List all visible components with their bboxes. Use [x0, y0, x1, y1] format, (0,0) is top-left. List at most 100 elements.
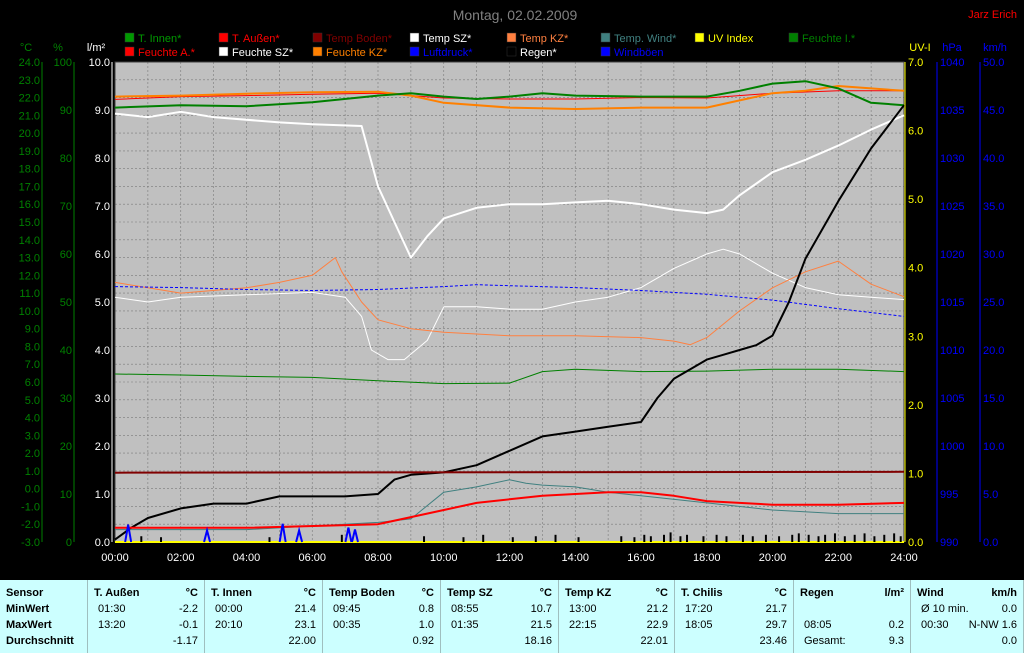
x-tick-label: 00:00	[101, 552, 129, 564]
stats-max-time: 13:20	[98, 619, 126, 631]
series-line	[114, 85, 905, 110]
x-tick-label: 22:00	[824, 552, 852, 564]
legend-label: Temp KZ*	[520, 33, 569, 45]
axis-tick-rain: 5.0	[95, 297, 110, 309]
axis-tick-pressure: 1000	[940, 441, 964, 453]
stats-min-time: Ø 10 min.	[921, 603, 969, 615]
axis-tick-temp: 23.0	[19, 75, 40, 87]
legend-swatch	[218, 46, 229, 57]
stats-row-labels: Sensor MinWert MaxWert Durchschnitt	[0, 580, 88, 653]
axis-tick-humidity: 50	[60, 297, 72, 309]
axis-tick-wind: 30.0	[983, 249, 1004, 261]
axis-tick-temp: 18.0	[19, 164, 40, 176]
stats-max-value: 29.7	[765, 619, 787, 631]
legend-swatch	[409, 32, 420, 43]
stats-max-row: 00:30 N-NW 1.6	[911, 619, 1023, 634]
axis-tick-temp: -3.0	[21, 537, 40, 549]
axis-tick-wind: 50.0	[983, 57, 1004, 69]
stats-column: Regen l/m² 08:05 0.2 Gesamt: 9.3	[794, 580, 911, 653]
axis-tick-wind: 40.0	[983, 153, 1004, 165]
stats-avg-time: Gesamt:	[804, 635, 846, 647]
legend-label: Luftdruck*	[423, 47, 473, 59]
stats-max-value: -0.1	[179, 619, 198, 631]
series-line	[114, 470, 905, 474]
wind-gust	[203, 526, 212, 543]
axis-tick-humidity: 10	[60, 489, 72, 501]
axis-tick-wind: 20.0	[983, 345, 1004, 357]
legend-label: Temp. Wind*	[614, 33, 677, 45]
stats-max-row: 00:35 1.0	[323, 619, 440, 634]
series-line	[114, 257, 905, 346]
axis-unit-uv: UV-I	[909, 42, 930, 54]
axis-tick-temp: 20.0	[19, 128, 40, 140]
axis-tick-temp: 22.0	[19, 93, 40, 105]
axis-tick-uv: 1.0	[908, 468, 923, 480]
legend-swatch	[506, 46, 517, 57]
axis-tick-pressure: 995	[940, 489, 958, 501]
x-tick-label: 02:00	[167, 552, 195, 564]
stats-min-value: 21.7	[765, 603, 787, 615]
x-tick-label: 04:00	[233, 552, 261, 564]
x-tick-label: 12:00	[496, 552, 524, 564]
stats-max-row: 18:05 29.7	[675, 619, 793, 634]
row-label-min: MinWert	[6, 603, 50, 615]
stats-max-value: 21.5	[530, 619, 552, 631]
stats-min-time: 08:55	[451, 603, 479, 615]
stats-max-value: 22.9	[646, 619, 668, 631]
legend-swatch	[600, 32, 611, 43]
stats-avg-value: 22.00	[288, 635, 316, 647]
axis-tick-uv: 0.0	[908, 537, 923, 549]
axis-tick-temp: 8.0	[25, 341, 40, 353]
axis-tick-temp: 1.0	[25, 466, 40, 478]
stats-min-value: -2.2	[179, 603, 198, 615]
stats-avg-value: 0.0	[1001, 635, 1017, 647]
axis-tick-uv: 4.0	[908, 263, 923, 275]
stats-avg-row: 0.92	[323, 635, 440, 650]
axis-tick-pressure: 1030	[940, 153, 964, 165]
axis-tick-uv: 2.0	[908, 400, 923, 412]
axis-tick-temp: 24.0	[19, 57, 40, 69]
stats-min-value: 21.2	[646, 603, 668, 615]
stats-avg-value: -1.17	[172, 635, 198, 647]
wind-gust	[295, 526, 304, 543]
stats-max-value: 23.1	[294, 619, 316, 631]
axis-tick-humidity: 70	[60, 201, 72, 213]
stats-column: Temp KZ °C 13:00 21.2 22:15 22.9 22.01	[559, 580, 675, 653]
stats-max-row: 22:15 22.9	[559, 619, 674, 634]
axis-tick-humidity: 40	[60, 345, 72, 357]
axis-tick-temp: 7.0	[25, 359, 40, 371]
stats-max-time: 00:30	[921, 619, 949, 631]
stats-min-value: 21.4	[294, 603, 316, 615]
legend-swatch	[506, 32, 517, 43]
axis-tick-temp: 13.0	[19, 253, 40, 265]
wind-gust	[344, 527, 353, 543]
stats-min-time: 01:30	[98, 603, 126, 615]
axis-tick-temp: 17.0	[19, 181, 40, 193]
axis-tick-temp: 0.0	[25, 484, 40, 496]
axis-tick-pressure: 1010	[940, 345, 964, 357]
stats-avg-row: 18.16	[441, 635, 558, 650]
left-axes: °C 24.0 23.0 22.0 21.0 20.0 19.0 18.0 17.0 16.0 15…	[19, 42, 113, 549]
x-tick-label: 10:00	[430, 552, 458, 564]
stats-column: T. Chilis °C 17:20 21.7 18:05 29.7 23.46	[675, 580, 794, 653]
stats-column-title: Regen	[800, 587, 834, 599]
series-line	[115, 491, 905, 529]
axis-tick-humidity: 90	[60, 105, 72, 117]
axis-tick-uv: 6.0	[908, 126, 923, 138]
stats-avg-value: 23.46	[759, 635, 787, 647]
axis-tick-pressure: 1040	[940, 57, 964, 69]
stats-avg-value: 0.92	[412, 635, 434, 647]
legend-label: Temp SZ*	[423, 33, 472, 45]
stats-min-row: 00:00 21.4	[205, 603, 322, 618]
axis-tick-humidity: 60	[60, 249, 72, 261]
axis-tick-uv: 5.0	[908, 194, 923, 206]
stats-column-unit: l/m²	[884, 587, 904, 599]
chart-series	[114, 80, 905, 543]
stats-min-row: 01:30 -2.2	[88, 603, 204, 618]
legend-swatch	[694, 32, 705, 43]
axis-tick-wind: 25.0	[983, 297, 1004, 309]
stats-avg-row: -1.17	[88, 635, 204, 650]
axis-tick-temp: -2.0	[21, 519, 40, 531]
axis-tick-rain: 4.0	[95, 345, 110, 357]
legend-swatch	[312, 32, 323, 43]
